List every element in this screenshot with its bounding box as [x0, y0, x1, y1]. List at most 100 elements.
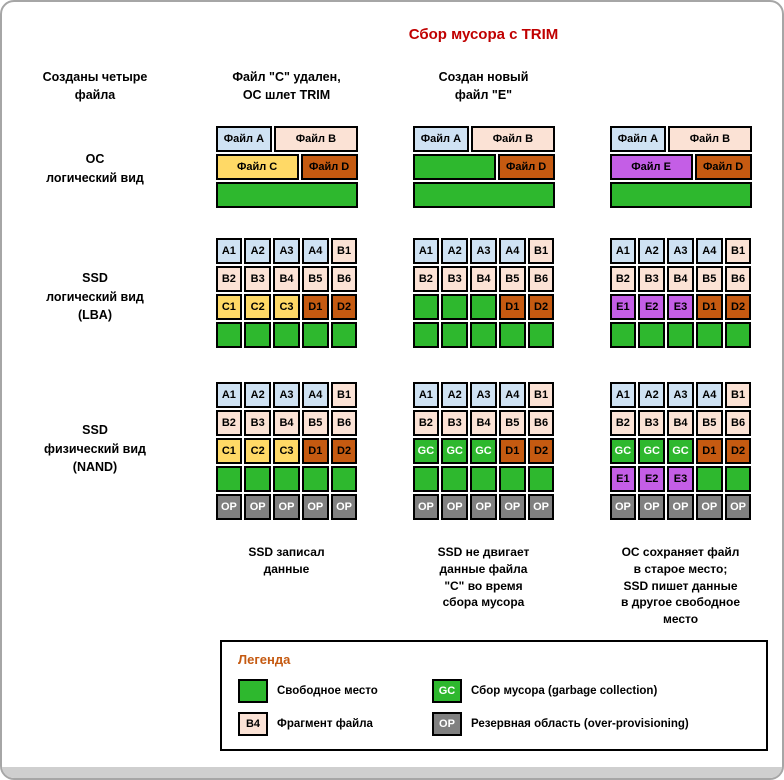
nand-cell-B4: B4: [667, 410, 694, 436]
nand-cell-A4: A4: [498, 382, 526, 408]
garbage-collection-swatch: GC: [432, 678, 462, 703]
lba-grid-3: A1 A2 A3 A4 B1 B2 B3 B4 B5 B6 E1 E2 E3 D1 D2: [609, 238, 752, 348]
nand-cell-free: [527, 466, 555, 492]
block-row: A1 A2 A3 A4 B1: [412, 238, 555, 264]
lba-cell-B3: B3: [638, 266, 666, 292]
lba-cell-C3: C3: [273, 294, 300, 320]
caption-step-2: SSD не двигает данные файла "C" во время…: [437, 545, 530, 610]
nand-cell-free: [441, 466, 469, 492]
legend-item-garbage-collection: GC Сбор мусора (garbage collection): [432, 678, 750, 703]
nand-grid-3: A1 A2 A3 A4 B1 B2 B3 B4 B5 B6 GC GC GC D1 D2 E1 E2 E3 OP OP…: [609, 382, 752, 520]
os-block-Файл D: Файл D: [694, 154, 752, 180]
lba-cell-B4: B4: [273, 266, 300, 292]
os-block-free: [412, 182, 555, 208]
nand-grid-slot-2: A1 A2 A3 A4 B1 B2 B3 B4 B5 B6 GC GC GC D1 D2 OP OP OP OP OP: [385, 382, 582, 520]
block-row: D1 D2: [412, 294, 555, 320]
nand-cell-A4: A4: [301, 382, 329, 408]
block-row: OP OP OP OP OP: [609, 494, 752, 520]
nand-cell-B2: B2: [215, 410, 243, 436]
block-row: B2 B3 B4 B5 B6: [609, 410, 752, 436]
nand-cell-A1: A1: [215, 382, 243, 408]
nand-cell-OP: OP: [638, 494, 666, 520]
lba-cell-E1: E1: [609, 294, 637, 320]
nand-cell-free: [695, 466, 723, 492]
nand-grid-2: A1 A2 A3 A4 B1 B2 B3 B4 B5 B6 GC GC GC D1 D2 OP OP OP OP OP: [412, 382, 555, 520]
lba-cell-free: [412, 322, 440, 348]
nand-cell-B1: B1: [330, 382, 358, 408]
nand-cell-A1: A1: [412, 382, 440, 408]
block-row: C1 C2 C3 D1 D2: [215, 294, 358, 320]
nand-cell-C3: C3: [273, 438, 300, 464]
lba-cell-E2: E2: [638, 294, 666, 320]
nand-cell-free: [470, 466, 497, 492]
nand-grid-slot-1: A1 A2 A3 A4 B1 B2 B3 B4 B5 B6 C1 C2 C3 D1 D2 OP OP OP OP OP: [188, 382, 385, 520]
nand-cell-B5: B5: [498, 410, 526, 436]
nand-cell-free: [724, 466, 752, 492]
nand-cell-A3: A3: [470, 382, 497, 408]
legend-item-over-provisioning: OP Резервная область (over-provisioning): [432, 711, 750, 736]
nand-cell-B6: B6: [330, 410, 358, 436]
lba-cell-free: [441, 322, 469, 348]
block-row: A1 A2 A3 A4 B1: [412, 382, 555, 408]
legend-label: Фрагмент файла: [277, 717, 373, 730]
lba-cell-A4: A4: [498, 238, 526, 264]
nand-cell-D2: D2: [527, 438, 555, 464]
diagram-layout: Сбор мусора с TRIM Созданы четыре файла …: [2, 2, 782, 628]
nand-cell-A3: A3: [273, 382, 300, 408]
nand-cell-OP: OP: [273, 494, 300, 520]
caption-step-3: ОС сохраняет файл в старое место; SSD пи…: [620, 545, 741, 627]
nand-cell-B6: B6: [527, 410, 555, 436]
nand-cell-B3: B3: [638, 410, 666, 436]
nand-cell-B3: B3: [244, 410, 272, 436]
nand-cell-OP: OP: [330, 494, 358, 520]
lba-cell-B5: B5: [695, 266, 723, 292]
nand-cell-OP: OP: [527, 494, 555, 520]
lba-cell-B5: B5: [301, 266, 329, 292]
block-row: GC GC GC D1 D2: [609, 438, 752, 464]
column-header-new-file-e: Создан новый файл "E": [438, 70, 529, 102]
block-row: OP OP OP OP OP: [215, 494, 358, 520]
lba-cell-A3: A3: [273, 238, 300, 264]
nand-cell-GC: GC: [470, 438, 497, 464]
legend-label: Свободное место: [277, 684, 378, 697]
block-row: [412, 322, 555, 348]
lba-cell-B1: B1: [330, 238, 358, 264]
nand-cell-A4: A4: [695, 382, 723, 408]
lba-cell-A2: A2: [244, 238, 272, 264]
block-row: OP OP OP OP OP: [412, 494, 555, 520]
nand-cell-A2: A2: [244, 382, 272, 408]
lba-grid-1: A1 A2 A3 A4 B1 B2 B3 B4 B5 B6 C1 C2 C3 D1 D2: [215, 238, 358, 348]
block-row: Файл A Файл B: [412, 126, 555, 152]
nand-cell-A3: A3: [667, 382, 694, 408]
nand-cell-D1: D1: [301, 438, 329, 464]
block-row: B2 B3 B4 B5 B6: [215, 266, 358, 292]
lba-grid-slot-3: A1 A2 A3 A4 B1 B2 B3 B4 B5 B6 E1 E2 E3 D1 D2: [582, 238, 779, 348]
lba-cell-free: [609, 322, 637, 348]
lba-cell-B1: B1: [724, 238, 752, 264]
spacer-bottom-left: [2, 542, 188, 628]
lba-grid-2: A1 A2 A3 A4 B1 B2 B3 B4 B5 B6 D1 D2: [412, 238, 555, 348]
nand-cell-free: [215, 466, 243, 492]
nand-cell-free: [301, 466, 329, 492]
row-label-os-logical-view: ОС логический вид: [46, 152, 144, 185]
os-block-Файл D: Файл D: [300, 154, 358, 180]
lba-cell-free: [724, 322, 752, 348]
legend-label: Резервная область (over-provisioning): [471, 717, 689, 730]
lba-cell-B5: B5: [498, 266, 526, 292]
nand-cell-OP: OP: [609, 494, 637, 520]
lba-cell-A2: A2: [441, 238, 469, 264]
lba-cell-A1: A1: [215, 238, 243, 264]
lba-cell-B4: B4: [470, 266, 497, 292]
lba-cell-B2: B2: [215, 266, 243, 292]
os-view-slot-1: Файл A Файл B Файл C Файл D: [188, 126, 385, 208]
block-row: B2 B3 B4 B5 B6: [412, 410, 555, 436]
lba-cell-B6: B6: [724, 266, 752, 292]
block-row: [609, 322, 752, 348]
over-provisioning-swatch: OP: [432, 711, 462, 736]
nand-cell-B2: B2: [609, 410, 637, 436]
block-row: [215, 466, 358, 492]
legend-title: Легенда: [238, 651, 291, 667]
os-block-Файл C: Файл C: [215, 154, 299, 180]
nand-cell-free: [412, 466, 440, 492]
caption-step-1: SSD записал данные: [248, 545, 325, 576]
